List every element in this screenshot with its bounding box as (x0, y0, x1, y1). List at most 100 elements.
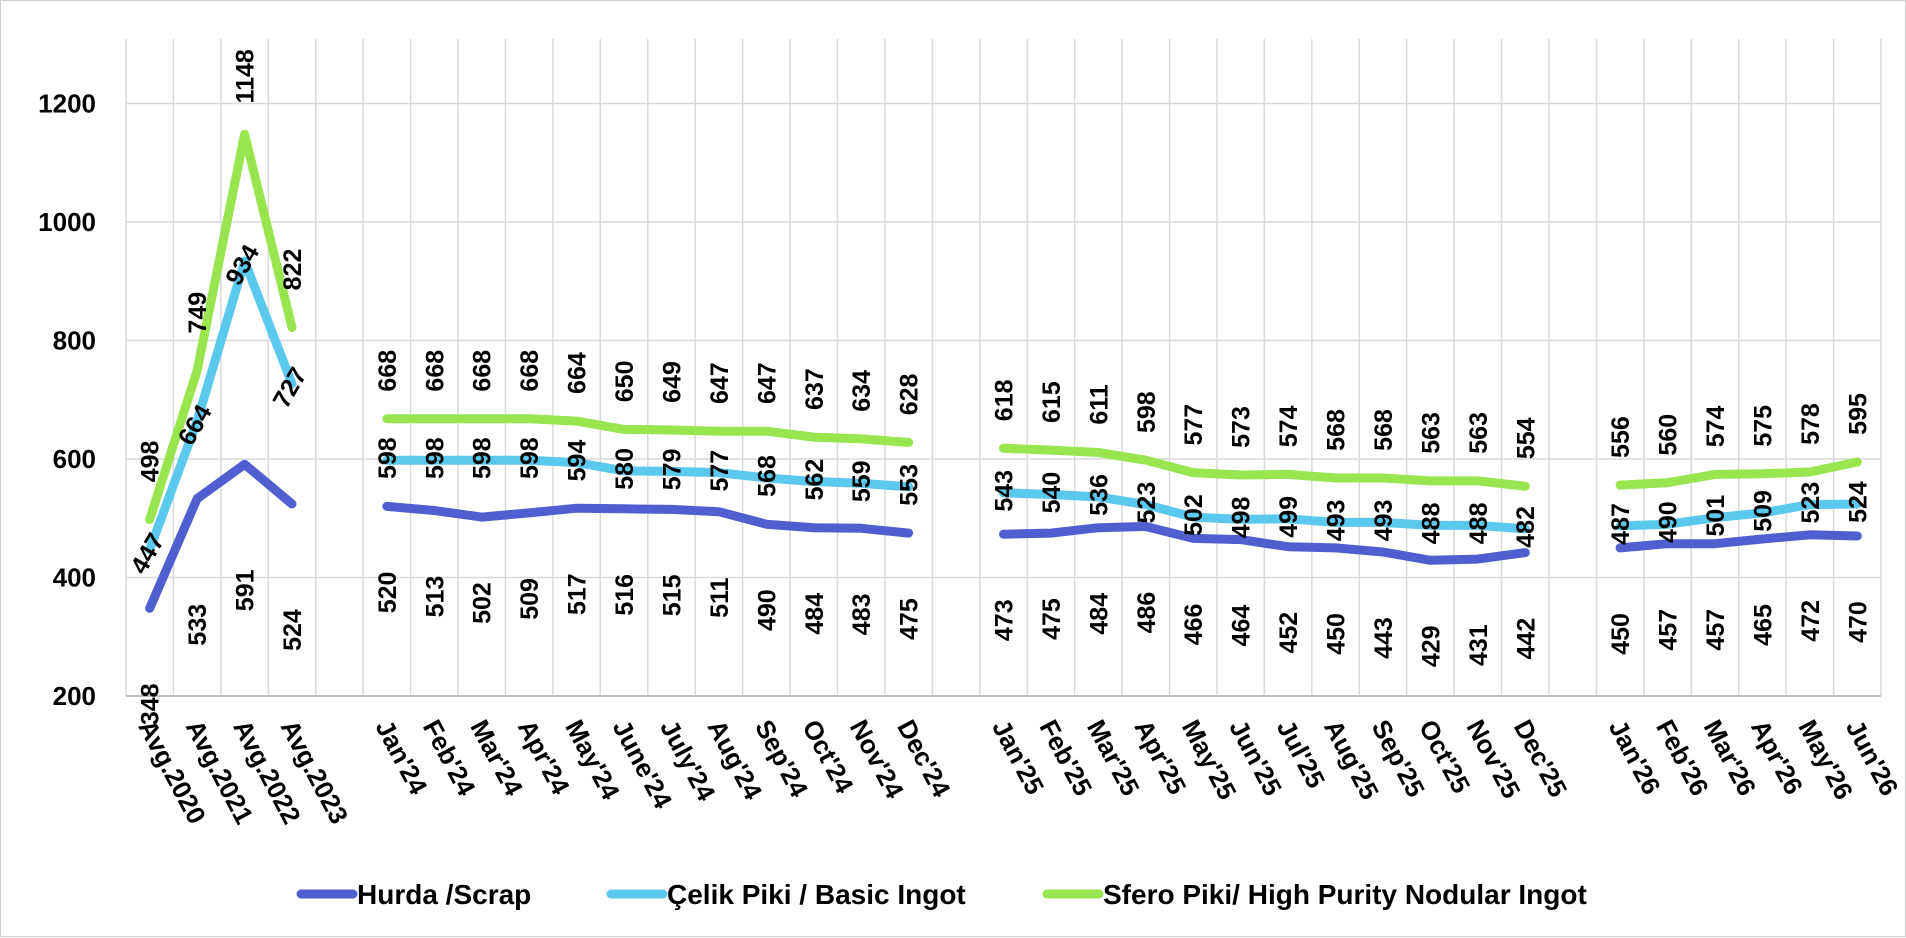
data-label: 574 (1275, 405, 1303, 447)
data-label: 668 (516, 350, 544, 392)
data-label: 442 (1512, 618, 1540, 660)
data-label: 450 (1323, 613, 1351, 655)
data-label: 515 (658, 574, 686, 616)
data-label: 562 (801, 459, 829, 501)
series-line (1615, 530, 1862, 553)
data-label: 543 (991, 470, 1019, 512)
data-label: 615 (1038, 381, 1066, 423)
data-label: 457 (1655, 609, 1683, 651)
data-label: 502 (1180, 494, 1208, 536)
data-label: 634 (848, 370, 876, 412)
data-label: 577 (706, 450, 734, 492)
data-label: 487 (1607, 503, 1635, 545)
data-label: 465 (1749, 604, 1777, 646)
data-label: 664 (173, 400, 218, 450)
data-label: 595 (1844, 393, 1872, 435)
data-label: 540 (1038, 472, 1066, 514)
data-label: 523 (1133, 482, 1161, 524)
data-label: 484 (1085, 593, 1113, 635)
data-label: 598 (1133, 391, 1161, 433)
data-label: 502 (469, 582, 497, 624)
data-label: 499 (1275, 496, 1303, 538)
data-label: 664 (564, 352, 592, 394)
data-label: 594 (564, 440, 592, 482)
data-label: 450 (1607, 613, 1635, 655)
data-label: 560 (1655, 414, 1683, 456)
y-tick-label: 1000 (38, 207, 96, 237)
data-label: 475 (1038, 598, 1066, 640)
data-label: 498 (137, 440, 165, 482)
data-label: 822 (279, 249, 307, 291)
data-label: 482 (1512, 506, 1540, 548)
data-label: 727 (268, 363, 313, 413)
data-label: 568 (1323, 409, 1351, 451)
data-label: 457 (1702, 609, 1730, 651)
data-label: 568 (753, 455, 781, 497)
data-label: 452 (1275, 612, 1303, 654)
data-label: 649 (658, 361, 686, 403)
y-tick-label: 400 (53, 563, 96, 593)
legend-entry: Sfero Piki/ High Purity Nodular Ingot (1103, 879, 1587, 910)
series-line (145, 256, 297, 555)
data-label: 628 (896, 373, 924, 415)
data-label: 568 (1370, 409, 1398, 451)
y-tick-label: 800 (53, 326, 96, 356)
data-label: 513 (421, 576, 449, 618)
data-label: 556 (1607, 416, 1635, 458)
data-label: 484 (801, 593, 829, 635)
data-label: 647 (706, 362, 734, 404)
data-label: 520 (374, 572, 402, 614)
data-label: 650 (611, 361, 639, 403)
data-label: 618 (991, 379, 1019, 421)
data-label: 483 (848, 593, 876, 635)
series-line (999, 522, 1530, 565)
data-label: 443 (1370, 617, 1398, 659)
data-label: 501 (1702, 495, 1730, 537)
data-label: 1148 (232, 49, 260, 103)
data-label: 493 (1370, 500, 1398, 542)
data-label: 490 (753, 589, 781, 631)
data-label: 563 (1465, 412, 1493, 454)
data-label: 517 (564, 573, 592, 615)
data-label: 473 (991, 599, 1019, 641)
legend-entry: Çelik Piki / Basic Ingot (667, 879, 966, 910)
data-label: 577 (1180, 404, 1208, 446)
data-label: 554 (1512, 417, 1540, 459)
data-label: 488 (1465, 502, 1493, 544)
data-label: 559 (848, 460, 876, 502)
data-label: 498 (1228, 496, 1256, 538)
data-label: 490 (1655, 501, 1683, 543)
data-label: 637 (801, 368, 829, 410)
data-label: 493 (1323, 500, 1351, 542)
data-label: 611 (1085, 384, 1113, 424)
series-line (145, 459, 297, 613)
data-label: 431 (1465, 624, 1493, 666)
legend-entry: Hurda /Scrap (357, 879, 531, 910)
data-label: 575 (1749, 405, 1777, 447)
series-line (999, 443, 1530, 491)
data-label: 749 (184, 292, 212, 334)
data-label: 563 (1417, 412, 1445, 454)
series-line (382, 455, 914, 492)
data-label: 524 (1844, 481, 1872, 523)
data-label: 524 (279, 609, 307, 651)
y-tick-label: 600 (53, 444, 96, 474)
data-label: 598 (374, 437, 402, 479)
data-label: 934 (220, 240, 265, 290)
data-label: 591 (232, 569, 260, 611)
data-label: 486 (1133, 592, 1161, 634)
series-line (145, 129, 297, 524)
data-label: 466 (1180, 604, 1208, 646)
data-label: 580 (611, 448, 639, 490)
series-line (999, 488, 1530, 534)
data-label: 429 (1417, 625, 1445, 667)
data-label: 598 (469, 437, 497, 479)
data-label: 598 (516, 437, 544, 479)
series-line (382, 414, 914, 447)
data-label: 348 (137, 683, 165, 725)
data-label: 647 (753, 362, 781, 404)
data-label: 533 (184, 604, 212, 646)
series-line (382, 501, 914, 538)
